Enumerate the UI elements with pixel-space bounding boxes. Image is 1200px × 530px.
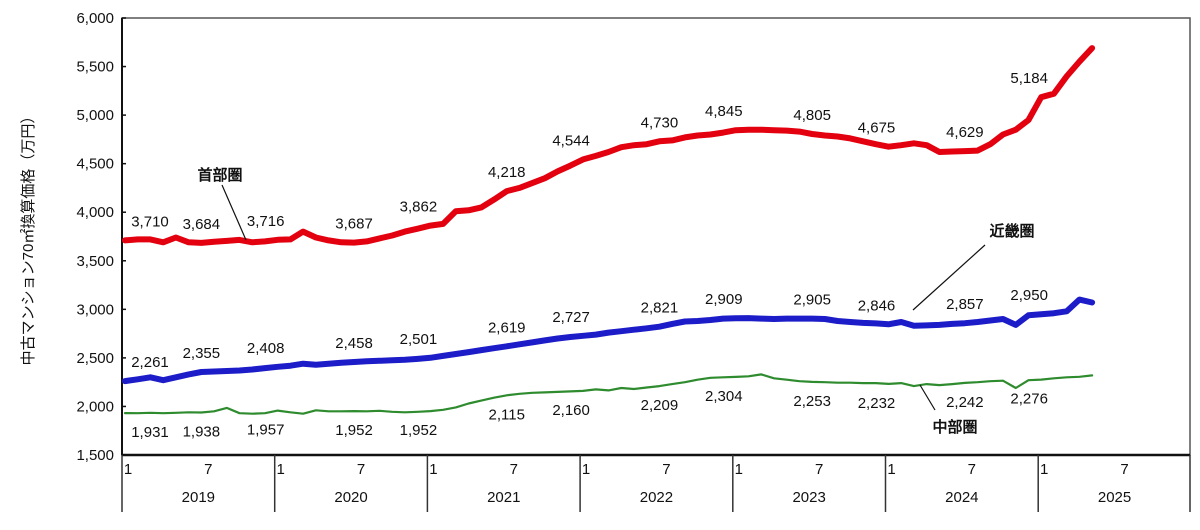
data-label: 2,209 — [641, 397, 679, 414]
month-tick-label: 7 — [510, 461, 518, 478]
y-tick-label: 3,000 — [76, 301, 114, 318]
y-tick-label: 4,000 — [76, 204, 114, 221]
leader-line — [919, 384, 936, 411]
month-tick-label: 1 — [124, 461, 132, 478]
data-label: 5,184 — [1010, 70, 1048, 87]
y-tick-label: 2,000 — [76, 398, 114, 415]
month-tick-label: 7 — [204, 461, 212, 478]
data-label: 3,684 — [183, 216, 221, 233]
series-label-kinki: 近畿圏 — [989, 222, 1034, 240]
data-label: 1,938 — [183, 423, 221, 440]
year-label: 2025 — [1098, 489, 1131, 506]
month-tick-label: 1 — [582, 461, 590, 478]
data-label: 2,242 — [946, 394, 984, 411]
month-tick-label: 1 — [277, 461, 285, 478]
leader-line — [912, 244, 986, 311]
y-tick-label: 4,500 — [76, 156, 114, 173]
data-label: 2,846 — [858, 297, 896, 314]
data-label: 2,727 — [552, 309, 590, 326]
data-label: 2,619 — [488, 319, 526, 336]
data-label: 3,687 — [335, 216, 373, 233]
data-label: 2,232 — [858, 395, 896, 412]
axes: 6,000 5,500 5,000 4,500 4,000 3,500 3,000 2,500… — [76, 10, 1191, 512]
data-label: 2,304 — [705, 388, 743, 405]
month-tick-label: 7 — [1120, 461, 1128, 478]
month-tick-label: 1 — [429, 461, 437, 478]
data-label: 2,950 — [1010, 287, 1048, 304]
month-tick-label: 1 — [1040, 461, 1048, 478]
month-tick-label: 7 — [815, 461, 823, 478]
year-label: 2019 — [182, 489, 215, 506]
data-label: 2,857 — [946, 296, 984, 313]
y-tick-label: 3,500 — [76, 253, 114, 270]
data-label: 4,730 — [641, 114, 679, 131]
data-label: 3,862 — [400, 199, 438, 216]
data-label: 4,544 — [552, 132, 590, 149]
month-tick-label: 1 — [735, 461, 743, 478]
data-label: 1,952 — [335, 422, 373, 439]
data-label: 4,805 — [793, 107, 831, 124]
data-label: 4,845 — [705, 103, 743, 120]
data-label: 2,261 — [131, 354, 169, 371]
data-label: 4,218 — [488, 164, 526, 181]
series-line-2 — [122, 296, 1096, 385]
data-label: 4,675 — [858, 120, 896, 137]
data-label: 2,909 — [705, 291, 743, 308]
data-label: 2,253 — [793, 393, 831, 410]
series-line-1 — [122, 45, 1096, 246]
month-tick-label: 7 — [968, 461, 976, 478]
data-label: 2,160 — [552, 402, 590, 419]
data-label: 4,629 — [946, 124, 984, 141]
data-label: 1,931 — [131, 424, 169, 441]
series-line-3 — [123, 373, 1094, 415]
month-tick-label: 1 — [887, 461, 895, 478]
y-axis-title: 中古マンション70㎡換算価格（万円） — [19, 109, 37, 366]
y-tick-label: 2,500 — [76, 350, 114, 367]
series-label-shutoken: 首部圏 — [197, 166, 242, 184]
data-label: 2,115 — [489, 406, 525, 423]
y-tick-label: 6,000 — [76, 10, 114, 27]
year-label: 2022 — [640, 489, 673, 506]
month-tick-label: 7 — [357, 461, 365, 478]
data-label: 1,957 — [247, 422, 285, 439]
data-label: 2,501 — [400, 331, 438, 348]
year-label: 2020 — [334, 489, 367, 506]
data-label: 2,276 — [1010, 391, 1048, 408]
year-label: 2023 — [792, 489, 825, 506]
y-tick-label: 5,000 — [76, 107, 114, 124]
series-lines — [122, 45, 1096, 415]
data-label: 2,355 — [183, 345, 221, 362]
month-tick-label: 7 — [662, 461, 670, 478]
data-labels: 3,710 3,684 3,716 3,687 3,862 4,218 4,544 4,730… — [131, 70, 1048, 441]
data-label: 1,952 — [400, 422, 438, 439]
data-label: 2,408 — [247, 340, 285, 357]
y-tick-label: 1,500 — [76, 447, 114, 464]
data-label: 2,905 — [793, 292, 831, 309]
series-label-chubu: 中部圏 — [932, 418, 977, 436]
year-label: 2021 — [487, 489, 520, 506]
data-label: 3,716 — [247, 213, 285, 230]
data-label: 2,821 — [641, 300, 679, 317]
year-label: 2024 — [945, 489, 978, 506]
y-tick-label: 5,500 — [76, 59, 114, 76]
data-label: 3,710 — [131, 213, 169, 230]
leader-line — [221, 184, 247, 241]
data-label: 2,458 — [335, 335, 373, 352]
